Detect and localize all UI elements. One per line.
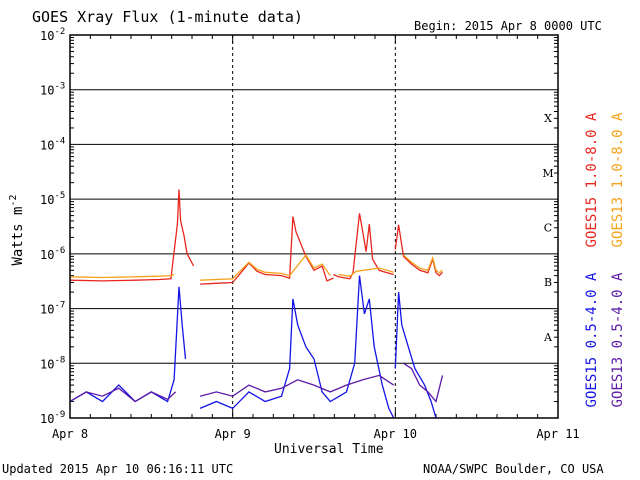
x-tick-label: Apr 9 — [215, 427, 251, 441]
credit-text: NOAA/SWPC Boulder, CO USA — [423, 462, 604, 476]
y-tick-label: 10-5 — [40, 191, 65, 207]
x-tick-label: Apr 11 — [536, 427, 579, 441]
flare-class-label-b: B — [544, 276, 552, 289]
y-tick-label-base: 10 — [40, 138, 54, 152]
y-tick-label-exp: -9 — [54, 410, 65, 420]
series-line-1-segment-1 — [70, 189, 195, 282]
legend-entry-1: GOES15 1.0-8.0 A — [584, 112, 600, 247]
series-line-4-segment-2 — [199, 374, 395, 397]
plot-frame — [69, 34, 559, 419]
series-line-2-segment-1 — [70, 273, 175, 279]
series-line-1-segment-2 — [200, 216, 334, 285]
y-tick-label: 10-2 — [40, 27, 65, 43]
series-line-3-segment-1 — [70, 286, 187, 403]
y-axis-label-sup: -2 — [8, 194, 19, 206]
y-tick-label-base: 10 — [40, 193, 54, 207]
y-tick-label: 10-6 — [40, 246, 65, 262]
y-tick-label-exp: -6 — [54, 246, 65, 256]
x-tick-label: Apr 10 — [374, 427, 417, 441]
y-axis-label: Watts m-2 — [8, 194, 26, 265]
y-tick-label: 10-8 — [40, 355, 65, 371]
y-tick-label: 10-4 — [40, 136, 65, 152]
legend-entry-2: GOES13 1.0-8.0 A — [610, 112, 626, 247]
series-line-3-segment-3 — [394, 292, 437, 418]
y-tick-label: 10-7 — [40, 301, 65, 317]
series-line-1-segment-3 — [333, 213, 394, 280]
y-tick-label: 10-3 — [40, 82, 65, 98]
y-tick-label-exp: -4 — [54, 136, 65, 146]
y-tick-label-base: 10 — [40, 412, 54, 426]
legend-entry-4: GOES13 0.5-4.0 A — [610, 272, 626, 407]
y-tick-label-base: 10 — [40, 248, 54, 262]
series-line-2-segment-3 — [338, 267, 394, 277]
y-tick-label-exp: -3 — [54, 82, 65, 92]
x-tick-label: Apr 8 — [52, 427, 88, 441]
y-tick-label-base: 10 — [40, 29, 54, 43]
y-tick-label-exp: -7 — [54, 301, 65, 311]
y-tick-label-base: 10 — [40, 303, 54, 317]
y-tick-label-exp: -5 — [54, 191, 65, 201]
y-tick-label-exp: -8 — [54, 355, 65, 365]
updated-timestamp: Updated 2015 Apr 10 06:16:11 UTC — [2, 462, 233, 476]
series-line-2-segment-2 — [200, 253, 331, 281]
legend-entry-3: GOES15 0.5-4.0 A — [584, 272, 600, 407]
y-tick-label-exp: -2 — [54, 27, 65, 37]
flare-class-label-a: A — [543, 331, 553, 344]
begin-time: Begin: 2015 Apr 8 0000 UTC — [414, 19, 602, 33]
series-line-4-segment-1 — [70, 387, 177, 403]
y-tick-label-base: 10 — [40, 84, 54, 98]
series-line-2-segment-4 — [403, 254, 443, 274]
y-axis-label-text: Watts m — [10, 207, 26, 266]
chart-title: GOES Xray Flux (1-minute data) — [32, 8, 303, 26]
series-line-1-segment-4 — [394, 224, 443, 277]
x-axis-label: Universal Time — [274, 442, 384, 457]
y-tick-label-base: 10 — [40, 357, 54, 371]
flare-class-label-m: M — [542, 167, 553, 180]
series-line-4-segment-3 — [403, 362, 444, 403]
y-tick-label: 10-9 — [40, 410, 65, 426]
flare-class-label-c: C — [544, 222, 552, 235]
series-line-3-segment-2 — [199, 275, 395, 418]
flare-class-label-x: X — [544, 112, 552, 125]
